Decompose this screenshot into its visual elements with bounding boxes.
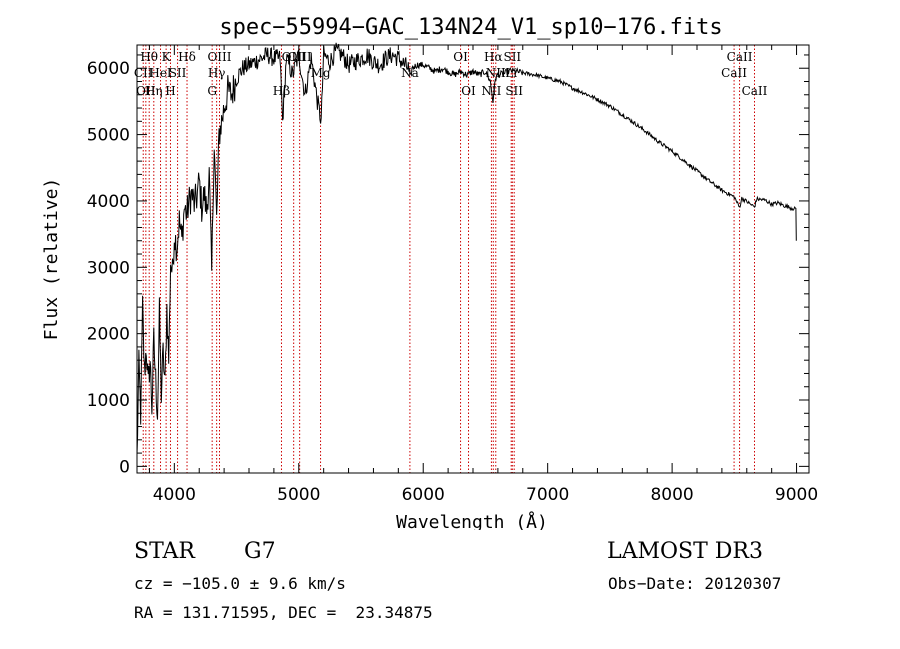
x-tick-label-5000: 5000 xyxy=(277,485,320,505)
marker-label-3: Hη xyxy=(145,84,163,98)
marker-label-26: CaII xyxy=(727,50,753,64)
marker-label-17: OI xyxy=(453,50,468,64)
marker-label-25: CaII xyxy=(721,66,747,80)
marker-label-24: SII xyxy=(505,84,523,98)
marker-label-21: NII xyxy=(486,66,506,80)
y-tick-label-0: 0 xyxy=(119,457,130,477)
marker-label-7: SII xyxy=(169,66,187,80)
survey-name: LAMOST DR3 xyxy=(607,539,763,564)
marker-lines xyxy=(142,45,755,473)
x-tick-label-9000: 9000 xyxy=(775,485,818,505)
marker-label-8: Hδ xyxy=(178,50,196,64)
marker-label-4: HeI xyxy=(149,66,172,80)
marker-label-15: Mg xyxy=(311,66,331,80)
marker-label-23: SII xyxy=(503,50,521,64)
object-class: STAR xyxy=(134,539,195,564)
coordinates: RA = 131.71595, DEC = 23.34875 xyxy=(134,603,433,622)
marker-label-20: Hα xyxy=(484,50,503,64)
spectrum-chart: spec−55994−GAC_134N24_V1_sp10−176.fits C… xyxy=(41,15,818,530)
x-tick-label-6000: 6000 xyxy=(402,485,445,505)
redshift-value: cz = −105.0 ± 9.6 km/s xyxy=(134,574,346,593)
marker-label-0: CII xyxy=(134,66,153,80)
marker-label-6: H xyxy=(165,84,175,98)
y-tick-label-1000: 1000 xyxy=(87,391,130,411)
marker-label-27: CaII xyxy=(742,84,768,98)
marker-label-11: OIII xyxy=(207,50,231,64)
chart-title: spec−55994−GAC_134N24_V1_sp10−176.fits xyxy=(219,15,722,40)
x-tick-label-4000: 4000 xyxy=(153,485,196,505)
marker-label-22: Li xyxy=(505,66,517,80)
y-axis-label: Flux (relative) xyxy=(41,178,62,341)
marker-label-13: OIII xyxy=(282,50,306,64)
marker-label-18: OI xyxy=(461,84,476,98)
object-subclass: G7 xyxy=(244,539,276,564)
y-tick-label-5000: 5000 xyxy=(87,126,130,146)
y-tick-labels: 0 1000 2000 3000 4000 5000 6000 xyxy=(87,59,130,477)
x-tick-labels: 4000 5000 6000 7000 8000 9000 xyxy=(153,485,818,505)
plot-frame xyxy=(136,44,810,474)
marker-label-10: Hγ xyxy=(208,66,226,80)
marker-label-5: K xyxy=(162,50,172,64)
marker-label-14: OIII xyxy=(288,50,312,64)
y-tick-label-4000: 4000 xyxy=(87,192,130,212)
x-tick-label-8000: 8000 xyxy=(650,485,693,505)
marker-label-2: Hθ xyxy=(140,50,158,64)
y-tick-label-6000: 6000 xyxy=(87,59,130,79)
y-tick-label-3000: 3000 xyxy=(87,258,130,278)
spectrum-line xyxy=(136,42,797,455)
axis-ticks xyxy=(137,45,809,473)
y-tick-label-2000: 2000 xyxy=(87,325,130,345)
marker-label-9: G xyxy=(207,84,217,98)
x-axis-label: Wavelength (Å) xyxy=(396,511,548,530)
x-tick-label-7000: 7000 xyxy=(526,485,569,505)
observation-date: Obs−Date: 20120307 xyxy=(608,574,782,593)
